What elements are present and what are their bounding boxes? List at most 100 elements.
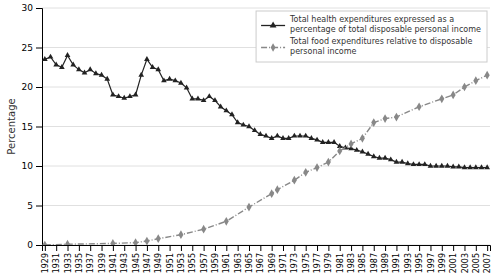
series-marker [286,135,292,140]
series-marker [445,163,451,168]
series-marker [269,135,275,140]
legend-label-line: Total health expenditures expressed as a [289,15,454,24]
x-tick-mark [170,245,171,251]
series-marker [462,164,468,169]
series-marker [467,164,473,169]
series-group [42,52,490,245]
legend-marker [271,43,276,51]
series-marker [144,56,150,61]
x-tick: 2001 [449,245,458,273]
x-tick-label: 1995 [415,253,424,273]
y-tick-label: 5 [27,201,33,211]
x-tick: 1985 [358,245,367,273]
series-marker [155,66,161,71]
series-marker [349,140,354,149]
y-tick-mark [36,48,42,49]
series-marker [433,163,439,168]
x-tick-mark [340,245,341,251]
series-marker [314,137,320,142]
legend-label-line: percentage of total disposable personal … [290,25,481,34]
y-tick-label: 0 [27,240,33,250]
y-tick-mark [36,127,42,128]
legend: Total health expenditures expressed as a… [256,11,487,62]
x-tick: 1969 [268,245,277,273]
x-tick: 1991 [392,245,401,273]
x-tick-label: 2005 [472,253,481,273]
series-marker [422,161,428,166]
series-marker [416,161,422,166]
series-marker [212,97,218,102]
series-marker [451,91,456,100]
x-tick: 1941 [109,245,118,273]
series-marker [110,92,116,97]
x-tick-label: 1951 [166,253,175,273]
series-marker [394,113,399,122]
x-tick: 1993 [404,245,413,273]
x-tick-mark [442,245,443,251]
legend-label: Total food expenditures relative to disp… [289,37,472,56]
series-marker [326,158,331,167]
series-marker [195,96,201,101]
x-tick-mark [362,245,363,251]
x-tick: 1945 [132,245,141,273]
series-marker [326,139,332,144]
x-tick-label: 2003 [461,253,470,273]
legend-label: Total health expenditures expressed as a… [289,15,481,34]
x-tick: 1971 [279,245,288,273]
series-marker [377,155,383,160]
x-tick-mark [102,245,103,251]
y-tick: 20 [22,82,42,92]
x-tick: 2005 [472,245,481,273]
series-marker [116,93,122,98]
series-marker [133,92,139,97]
x-tick: 1983 [347,245,356,273]
x-tick: 1975 [302,245,311,273]
x-tick: 1953 [177,245,186,273]
series-marker [42,56,48,61]
series-marker [53,62,59,67]
series-marker [354,147,360,152]
grid-line [42,126,490,127]
x-tick: 1979 [324,245,333,273]
x-tick-label: 1933 [64,253,73,273]
series-marker [240,122,246,127]
x-tick-mark [238,245,239,251]
x-tick: 2007 [483,245,492,273]
x-tick: 1967 [256,245,265,273]
x-tick-mark [260,245,261,251]
series-marker [439,163,445,168]
x-tick-label: 1949 [154,253,163,273]
series-marker [201,97,207,102]
series-marker [274,133,280,138]
x-tick-mark [215,245,216,251]
x-tick-mark [68,245,69,251]
series-marker [456,164,462,169]
series-marker [156,234,161,243]
x-tick-mark [487,245,488,251]
x-tick-label: 1975 [302,253,311,273]
x-tick-label: 2007 [483,253,492,273]
x-tick-mark [192,245,193,251]
series-marker [252,127,258,132]
y-tick-label: 15 [22,122,33,132]
series-marker [394,159,400,164]
y-tick-mark [36,206,42,207]
x-tick-mark [476,245,477,251]
series-marker [388,156,394,161]
x-tick-label: 1969 [268,253,277,273]
series-marker [144,237,149,245]
series-marker [292,133,298,138]
x-tick-label: 1945 [132,253,141,273]
series-marker [218,103,224,108]
x-tick-mark [113,245,114,251]
series-marker [292,176,297,185]
x-tick-label: 1981 [336,253,345,273]
x-tick-mark [147,245,148,251]
series-marker [280,135,286,140]
series-marker [257,131,263,136]
series-marker [59,64,65,69]
series-marker [275,185,280,194]
x-tick: 1937 [86,245,95,273]
series-marker [235,119,241,124]
series-marker [127,93,133,98]
